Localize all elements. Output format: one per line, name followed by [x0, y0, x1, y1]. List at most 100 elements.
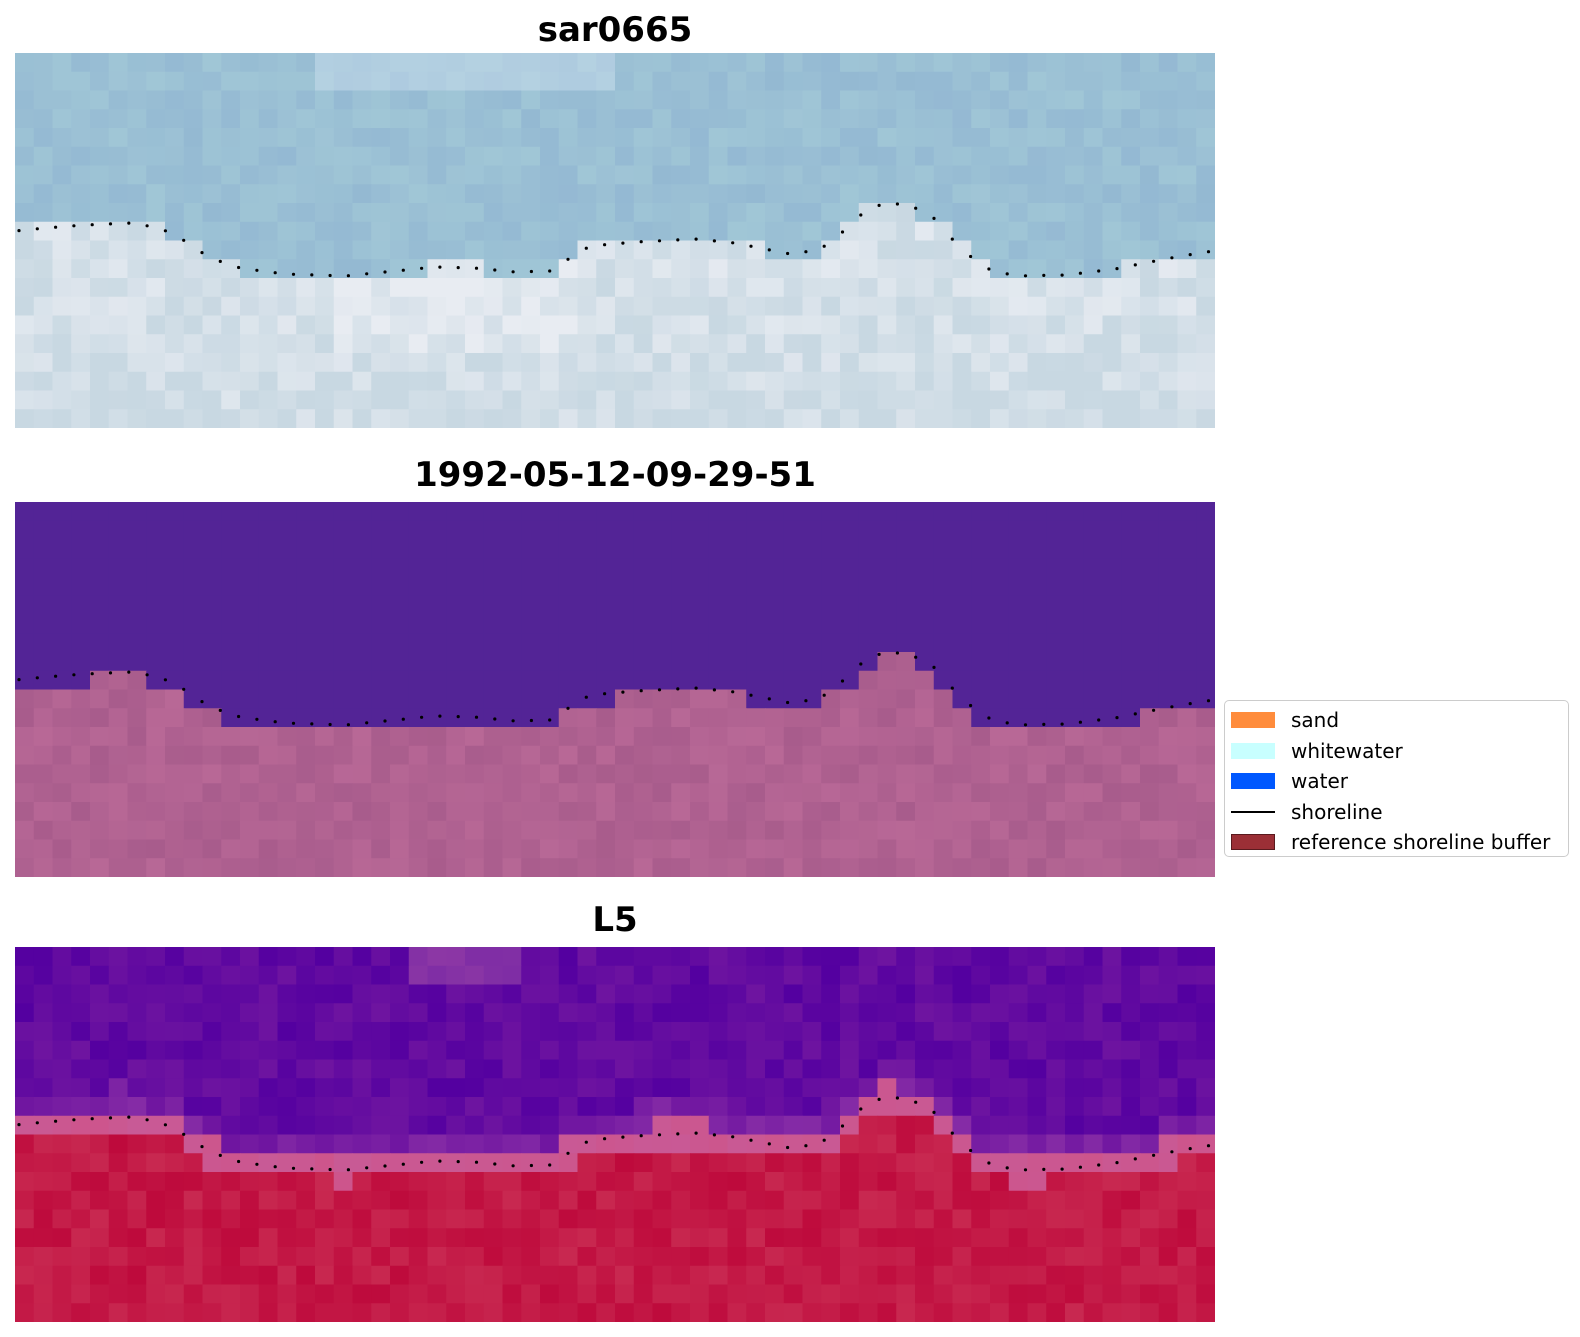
- pixel-cell: [15, 53, 35, 73]
- shoreline-point: [840, 1124, 845, 1128]
- pixel-cell: [33, 820, 54, 841]
- pixel-cell: [1046, 203, 1066, 223]
- pixel-cell: [127, 764, 147, 784]
- pixel-cell: [427, 259, 447, 279]
- pixel-cell: [71, 128, 91, 148]
- pixel-cell: [558, 334, 579, 354]
- pixel-cell: [1083, 53, 1104, 73]
- pixel-cell: [1065, 278, 1085, 298]
- pixel-cell: [333, 1059, 354, 1079]
- pixel-cell: [202, 633, 222, 653]
- pixel-cell: [765, 595, 785, 616]
- pixel-cell: [802, 984, 822, 1004]
- pixel-cell: [408, 520, 429, 541]
- pixel-cell: [202, 614, 222, 634]
- pixel-cell: [990, 1134, 1010, 1154]
- pixel-cell: [1121, 708, 1141, 728]
- pixel-cell: [596, 1209, 616, 1229]
- pixel-cell: [858, 783, 879, 803]
- pixel-cell: [521, 689, 541, 709]
- pixel-cell: [896, 520, 916, 541]
- pixel-cell: [1065, 409, 1085, 428]
- pixel-cell: [146, 146, 166, 167]
- pixel-cell: [615, 652, 635, 672]
- pixel-cell: [1083, 965, 1104, 986]
- pixel-cell: [633, 595, 654, 616]
- pixel-cell: [1196, 1153, 1215, 1173]
- pixel-cell: [315, 858, 335, 877]
- pixel-cell: [202, 764, 222, 784]
- pixel-cell: [821, 146, 841, 167]
- pixel-cell: [690, 670, 710, 691]
- pixel-cell: [615, 502, 635, 522]
- pixel-cell: [1065, 1097, 1085, 1117]
- pixel-cell: [146, 858, 166, 877]
- pixel-cell: [315, 708, 335, 728]
- pixel-cell: [240, 353, 260, 373]
- pixel-cell: [802, 577, 822, 597]
- pixel-cell: [371, 839, 391, 859]
- pixel-cell: [952, 184, 972, 204]
- pixel-cell: [52, 708, 72, 728]
- pixel-cell: [315, 353, 335, 373]
- pixel-cell: [1196, 1059, 1215, 1079]
- pixel-cell: [333, 353, 354, 373]
- pixel-cell: [1008, 203, 1029, 223]
- pixel-cell: [258, 708, 279, 728]
- pixel-cell: [108, 1247, 129, 1267]
- shoreline-point: [511, 1164, 515, 1168]
- pixel-cell: [258, 371, 279, 392]
- pixel-cell: [577, 539, 597, 559]
- pixel-cell: [408, 1172, 429, 1192]
- pixel-cell: [1065, 71, 1085, 92]
- pixel-cell: [1196, 1284, 1215, 1304]
- pixel-cell: [33, 203, 54, 223]
- pixel-cell: [52, 539, 72, 559]
- pixel-cell: [1121, 670, 1141, 691]
- pixel-cell: [877, 1190, 897, 1211]
- pixel-cell: [1196, 839, 1215, 859]
- pixel-cell: [877, 947, 897, 967]
- pixel-cell: [315, 109, 335, 129]
- pixel-cell: [258, 278, 279, 298]
- pixel-cell: [183, 371, 204, 392]
- pixel-cell: [71, 53, 91, 73]
- pixel-cell: [1121, 1265, 1141, 1286]
- pixel-cell: [540, 539, 560, 559]
- pixel-cell: [558, 1003, 579, 1023]
- pixel-cell: [315, 1097, 335, 1117]
- pixel-cell: [390, 1059, 410, 1079]
- pixel-cell: [877, 53, 897, 73]
- pixel-cell: [1140, 689, 1160, 709]
- pixel-cell: [1196, 71, 1215, 92]
- pixel-cell: [71, 1097, 91, 1117]
- pixel-cell: [971, 240, 991, 260]
- pixel-cell: [615, 984, 635, 1004]
- pixel-cell: [877, 614, 897, 634]
- pixel-cell: [296, 858, 316, 877]
- pixel-cell: [1102, 520, 1122, 541]
- pixel-cell: [802, 558, 822, 578]
- pixel-cell: [971, 109, 991, 129]
- pixel-cell: [1083, 221, 1104, 242]
- pixel-cell: [765, 708, 785, 728]
- pixel-cell: [502, 502, 522, 522]
- pixel-cell: [90, 146, 110, 167]
- pixel-cell: [165, 802, 185, 822]
- pixel-cell: [971, 783, 991, 803]
- pixel-cell: [577, 240, 597, 260]
- pixel-cell: [202, 745, 222, 766]
- pixel-cell: [127, 71, 147, 92]
- pixel-cell: [240, 1265, 260, 1286]
- pixel-cell: [896, 802, 916, 822]
- pixel-cell: [1102, 633, 1122, 653]
- pixel-cell: [858, 165, 879, 185]
- pixel-cell: [783, 146, 804, 167]
- pixel-cell: [727, 278, 747, 298]
- pixel-cell: [90, 334, 110, 354]
- pixel-cell: [746, 965, 766, 986]
- pixel-cell: [1027, 1209, 1047, 1229]
- pixel-cell: [202, 1265, 222, 1286]
- pixel-cell: [1046, 1078, 1066, 1098]
- pixel-cell: [652, 577, 672, 597]
